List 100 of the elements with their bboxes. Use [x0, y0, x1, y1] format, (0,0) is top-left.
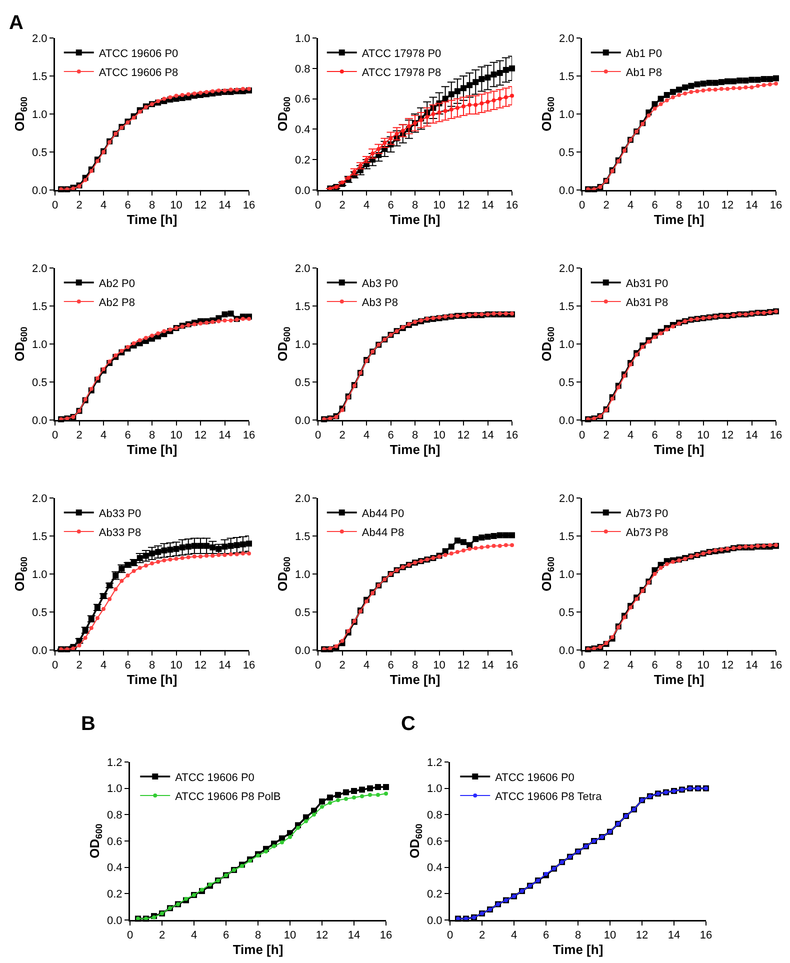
point	[462, 104, 466, 108]
point	[719, 86, 724, 91]
x-tick-label: 0	[578, 430, 586, 442]
y-tick-label: 1.5	[32, 70, 48, 83]
x-tick-label: 6	[542, 930, 550, 942]
point	[156, 331, 160, 336]
y-tick-label: 1.0	[295, 32, 310, 45]
point	[652, 106, 657, 111]
point	[216, 88, 221, 92]
x-tick-label: 6	[388, 430, 394, 442]
x-tick-label: 14	[482, 660, 494, 672]
point	[683, 91, 688, 96]
point	[228, 318, 233, 322]
point	[718, 79, 724, 86]
point	[114, 587, 118, 592]
x-tick-label: 2	[76, 430, 82, 442]
x-tick-label: 14	[746, 200, 758, 212]
point	[670, 95, 675, 100]
x-tick-label: 10	[284, 930, 296, 942]
point	[474, 546, 478, 550]
point	[492, 98, 496, 102]
x-tick-label: 0	[314, 200, 322, 212]
legend-label: Ab1 P0	[626, 48, 662, 60]
point	[186, 92, 190, 96]
y-tick-label: 0.5	[32, 376, 48, 389]
point	[744, 85, 748, 90]
point	[732, 86, 736, 90]
point	[474, 102, 478, 107]
point	[688, 82, 694, 89]
x-axis-title: Time [h]	[126, 442, 178, 458]
point	[454, 538, 460, 544]
y-tick-label: 1.2	[107, 756, 122, 769]
point	[132, 341, 136, 346]
point	[437, 110, 442, 114]
y-tick-label: 0.0	[32, 644, 48, 657]
point	[455, 106, 460, 110]
point	[222, 553, 227, 557]
point	[652, 101, 658, 108]
y-tick-label: 2.0	[559, 32, 574, 45]
x-tick-label: 8	[412, 430, 418, 442]
point	[173, 546, 180, 552]
y-tick-label: 1.0	[32, 338, 48, 351]
legend-label: ATCC 19606 P0	[175, 772, 254, 784]
y-tick-label: 0.0	[295, 184, 310, 197]
point	[222, 88, 227, 92]
point	[359, 786, 365, 793]
y-tick-label: 0.8	[107, 810, 122, 822]
point	[120, 578, 124, 583]
point	[712, 80, 718, 86]
point	[248, 858, 252, 863]
x-tick-label: 4	[627, 660, 634, 672]
point	[460, 539, 466, 546]
point	[200, 888, 204, 892]
legend-label: ATCC 19606 P8 Tetra	[495, 790, 603, 803]
x-tick-label: 16	[506, 660, 518, 672]
point	[192, 91, 196, 96]
x-tick-label: 4	[100, 430, 107, 442]
point	[132, 116, 136, 120]
x-tick-label: 2	[76, 660, 82, 672]
x-tick-label: 12	[194, 660, 207, 672]
point	[478, 534, 485, 541]
point	[144, 336, 148, 340]
point	[383, 784, 389, 790]
point	[83, 178, 88, 182]
x-tick-label: 12	[457, 660, 470, 672]
text: C	[401, 713, 416, 735]
point	[234, 552, 239, 556]
point	[168, 558, 172, 562]
point	[83, 636, 88, 640]
point	[264, 850, 268, 854]
x-tick-label: 2	[339, 660, 346, 672]
point	[460, 85, 466, 92]
point	[406, 124, 411, 128]
point	[449, 107, 454, 112]
point	[180, 556, 184, 560]
point	[240, 864, 244, 868]
point	[509, 65, 515, 72]
y-tick-label: 1.0	[427, 783, 442, 796]
x-tick-label: 4	[363, 660, 370, 672]
point	[646, 340, 651, 344]
y-tick-label: 2.0	[295, 492, 310, 505]
y-tick-label: 1.5	[32, 530, 48, 543]
point	[628, 605, 632, 610]
point	[658, 102, 663, 106]
x-tick-label: 10	[170, 200, 182, 212]
x-tick-label: 4	[510, 930, 518, 942]
point	[466, 82, 473, 88]
point	[622, 374, 626, 378]
x-axis-title: Time [h]	[126, 672, 178, 688]
x-axis-title: Time [h]	[232, 942, 284, 958]
point	[472, 536, 479, 542]
x-tick-label: 0	[578, 660, 586, 672]
point	[352, 796, 356, 800]
point	[138, 566, 142, 570]
x-tick-label: 4	[363, 430, 370, 442]
y-tick-label: 1.0	[295, 568, 310, 581]
point	[486, 544, 490, 549]
point	[726, 86, 730, 91]
x-tick-label: 16	[380, 930, 392, 942]
point	[89, 169, 94, 173]
